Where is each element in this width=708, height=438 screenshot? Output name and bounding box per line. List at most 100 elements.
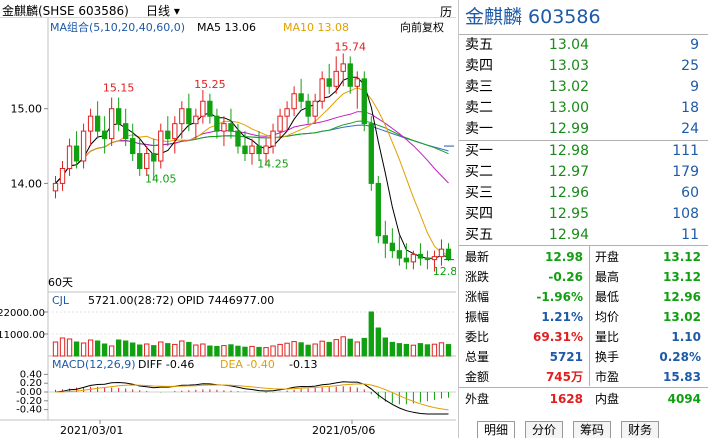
stat-label: 总量	[465, 350, 490, 364]
volume-bar	[263, 347, 269, 357]
volume-bar	[242, 346, 248, 357]
chart-titlebar: 金麒麟(SHSE 603586) 日线 ▾ 历	[0, 0, 456, 19]
order-volume: 11	[681, 227, 699, 243]
macd-tick-label: -0.40	[16, 405, 42, 416]
stat-label: 最新	[465, 250, 490, 264]
order-level-label: 卖一	[465, 121, 493, 137]
volume-bar	[207, 345, 213, 357]
divider	[459, 140, 708, 141]
candle-body	[354, 78, 360, 87]
order-price: 12.95	[548, 206, 589, 222]
macd-tick-label: 0.40	[20, 369, 42, 380]
candle-body	[256, 145, 262, 155]
x-tick-label: 2021/05/06	[312, 424, 375, 437]
candle-body	[382, 235, 389, 244]
period-count-label: 60天	[48, 276, 73, 289]
period-selector[interactable]: 日线 ▾	[146, 2, 180, 19]
volume-bar	[80, 342, 87, 357]
volume-bar	[94, 340, 101, 357]
volume-bar	[123, 340, 129, 357]
volume-bar	[389, 341, 396, 357]
candle-body	[277, 115, 283, 132]
stat-label: 涨跌	[465, 270, 490, 284]
sell-order-row[interactable]: 卖五 13.04 9	[459, 35, 708, 56]
macd-tick-label: -0.00	[16, 387, 42, 398]
sell-order-row[interactable]: 卖四 13.03 25	[459, 56, 708, 77]
divider	[589, 246, 590, 386]
volume-bar	[179, 340, 185, 357]
history-flag[interactable]: 历	[440, 5, 453, 19]
volume-bar	[403, 343, 410, 357]
stat-value: -1.96%	[536, 290, 583, 304]
candle-body	[312, 100, 318, 117]
volume-bar	[284, 342, 290, 357]
chart-area[interactable]: 15.00 14.00 15.74 15.15 15.25 14.05 14.25 12.8 2…	[0, 18, 456, 438]
volume-bar	[115, 339, 122, 357]
candle-body	[172, 123, 178, 140]
candle-body	[130, 138, 136, 155]
divider	[459, 387, 708, 388]
volume-bar	[298, 342, 304, 357]
vol-tick-label: 11000.00	[0, 330, 45, 341]
tab-finance[interactable]: 财务	[621, 421, 660, 438]
volume-bar	[347, 338, 353, 357]
stat-label: 振幅	[465, 310, 490, 324]
macd-label[interactable]: MACD(12,26,9)	[52, 358, 136, 371]
volume-bar	[333, 339, 339, 357]
candle-body	[115, 108, 122, 125]
order-price: 12.99	[548, 121, 589, 137]
order-price: 12.98	[548, 143, 589, 159]
sell-order-row[interactable]: 卖三 13.02 9	[459, 77, 708, 98]
candle-body	[151, 153, 157, 162]
order-level-label: 卖三	[465, 79, 493, 95]
buy-order-row[interactable]: 买一 12.98 111	[459, 141, 708, 162]
kline-chart[interactable]: 15.00 14.00 15.74 15.15 15.25 14.05 14.25 12.8 2…	[0, 18, 456, 438]
stat-row: 总量 5721 换手 0.28%	[459, 347, 708, 367]
volume-bar	[158, 341, 164, 357]
price-annotation: 14.25	[257, 158, 289, 171]
sell-order-row[interactable]: 卖一 12.99 24	[459, 119, 708, 140]
order-price: 13.04	[548, 37, 589, 53]
cjl-label[interactable]: CJL	[52, 294, 70, 307]
price-annotation: 14.05	[145, 172, 177, 185]
tab-chips[interactable]: 筹码	[573, 421, 612, 438]
divider	[459, 245, 708, 246]
order-volume: 18	[681, 100, 699, 116]
candle-body	[389, 242, 396, 252]
candle-body	[87, 115, 94, 132]
sell-order-row[interactable]: 卖二 13.00 18	[459, 98, 708, 119]
volume-bar	[87, 339, 94, 357]
volume-bar	[249, 345, 255, 357]
outer-inner-row: 外盘 1628 内盘 4094	[459, 389, 708, 409]
adjust-mode-label[interactable]: 向前复权	[400, 21, 444, 34]
chevron-down-icon: ▾	[170, 4, 180, 18]
stat-label: 均价	[595, 310, 620, 324]
order-volume: 108	[672, 206, 699, 222]
volume-bar	[417, 343, 424, 357]
buy-order-row[interactable]: 买三 12.96 60	[459, 183, 708, 204]
tab-detail[interactable]: 明细	[477, 421, 516, 438]
diff-label: DIFF -0.46	[138, 358, 195, 371]
tab-price-split[interactable]: 分价	[525, 421, 564, 438]
volume-bar	[375, 327, 381, 357]
macd-value-label: -0.13	[289, 358, 318, 371]
buy-order-row[interactable]: 买四 12.95 108	[459, 204, 708, 225]
candle-body	[66, 145, 73, 169]
order-level-label: 卖二	[465, 100, 493, 116]
order-volume: 179	[672, 164, 699, 180]
candle-body	[438, 248, 445, 258]
stat-value: 13.12	[663, 270, 701, 284]
buy-order-row[interactable]: 买五 12.94 11	[459, 225, 708, 246]
volume-bar	[291, 341, 297, 357]
divider	[459, 34, 708, 35]
order-volume: 60	[681, 185, 699, 201]
ma-combo-label[interactable]: MA组合(5,10,20,40,60,0)	[50, 21, 186, 34]
candle-body	[165, 130, 171, 140]
order-price: 13.00	[548, 100, 589, 116]
candle-body	[403, 257, 410, 263]
volume-bar	[172, 343, 178, 357]
buy-order-row[interactable]: 买二 12.97 179	[459, 162, 708, 183]
volume-bar	[277, 343, 283, 357]
volume-bar	[228, 344, 234, 357]
volume-bar	[431, 343, 438, 357]
